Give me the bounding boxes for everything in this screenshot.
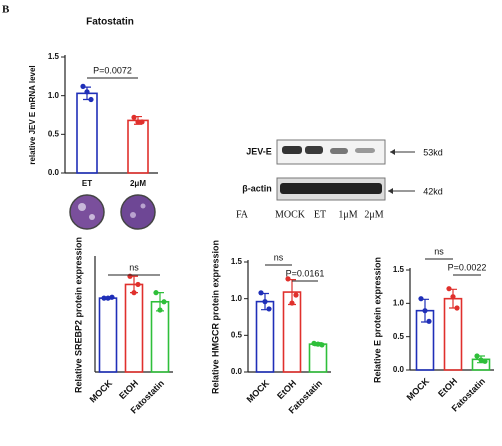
data-point bbox=[446, 286, 452, 292]
blot-lane: MOCK bbox=[275, 209, 306, 220]
data-point bbox=[311, 340, 317, 346]
annotation: P=0.0022 bbox=[448, 262, 487, 272]
x-tick-label: 2μM bbox=[130, 179, 146, 188]
y-tick-label: 1.5 bbox=[393, 265, 405, 274]
data-point bbox=[293, 292, 299, 298]
data-point bbox=[101, 295, 107, 301]
data-point bbox=[474, 353, 480, 359]
data-point bbox=[478, 357, 484, 363]
data-point bbox=[315, 341, 321, 347]
blot-row-label: JEV-E bbox=[246, 146, 272, 156]
data-point bbox=[157, 307, 163, 313]
annotation: ns bbox=[274, 252, 284, 262]
x-tick-label: ET bbox=[82, 179, 92, 188]
x-tick-label: EtOH bbox=[275, 378, 298, 401]
data-point bbox=[319, 342, 325, 348]
data-point bbox=[84, 89, 90, 95]
western-blot bbox=[276, 139, 415, 201]
bar bbox=[98, 297, 118, 373]
y-tick-label: 0.0 bbox=[393, 365, 405, 374]
y-tick-label: 0.5 bbox=[48, 129, 60, 138]
data-point bbox=[161, 299, 167, 305]
bar bbox=[76, 92, 98, 174]
data-point bbox=[131, 290, 137, 296]
y-tick-label: 1.5 bbox=[231, 257, 243, 266]
annotation: P=0.0072 bbox=[93, 65, 132, 75]
blot-size: 42kd bbox=[423, 186, 443, 196]
data-point bbox=[139, 119, 145, 125]
bar bbox=[127, 119, 149, 174]
data-point bbox=[258, 290, 264, 296]
y-tick-label: 1.0 bbox=[231, 294, 243, 303]
y-axis-label: Relative E protein expression bbox=[372, 257, 382, 383]
data-point bbox=[426, 318, 432, 324]
data-point bbox=[266, 306, 272, 312]
data-point bbox=[153, 290, 159, 296]
y-axis-label: Relative SREBP2 protein expression bbox=[73, 237, 83, 393]
data-point bbox=[109, 294, 115, 300]
y-axis-label: relative JEV E mRNA level bbox=[28, 65, 37, 164]
x-tick-label: MOCK bbox=[88, 378, 115, 405]
y-tick-label: 1.0 bbox=[48, 91, 60, 100]
data-point bbox=[80, 83, 86, 89]
blot-lane: 2μM bbox=[364, 209, 383, 220]
x-tick-label: EtOH bbox=[436, 376, 459, 399]
data-point bbox=[135, 119, 141, 125]
data-point bbox=[262, 299, 268, 305]
y-tick-label: 0.0 bbox=[231, 367, 243, 376]
x-tick-label: EtOH bbox=[117, 378, 140, 401]
blot-lane: ET bbox=[314, 209, 326, 220]
data-point bbox=[88, 96, 94, 103]
data-point bbox=[454, 305, 460, 311]
data-point bbox=[105, 295, 111, 301]
y-tick-label: 1.0 bbox=[393, 298, 405, 307]
annotation: P=0.0161 bbox=[286, 268, 325, 278]
data-point bbox=[285, 276, 291, 282]
data-point bbox=[482, 358, 488, 364]
data-point bbox=[450, 294, 456, 300]
data-point bbox=[135, 281, 141, 288]
data-point bbox=[289, 300, 295, 306]
y-axis-label: Relative HMGCR protein expression bbox=[210, 240, 220, 394]
data-point bbox=[127, 273, 133, 279]
annotation: ns bbox=[129, 262, 139, 272]
bar bbox=[255, 300, 275, 373]
bar bbox=[124, 283, 144, 373]
y-tick-label: 0.5 bbox=[393, 332, 405, 341]
data-point bbox=[418, 296, 424, 302]
blot-row-label: β-actin bbox=[242, 183, 272, 193]
plaque-images bbox=[69, 194, 156, 230]
data-point bbox=[422, 308, 428, 314]
data-point bbox=[131, 114, 137, 120]
blot-lane: 1μM bbox=[338, 209, 357, 220]
y-tick-label: 0.0 bbox=[48, 168, 60, 177]
blot-lane-header: FA bbox=[236, 209, 249, 220]
x-tick-label: MOCK bbox=[405, 376, 432, 403]
panel-label: B bbox=[2, 4, 10, 16]
x-tick-label: MOCK bbox=[245, 378, 272, 405]
bar bbox=[308, 343, 328, 373]
blot-size: 53kd bbox=[423, 147, 443, 157]
y-tick-label: 0.5 bbox=[231, 330, 243, 339]
chart-title: Fatostatin bbox=[86, 17, 134, 28]
annotation: ns bbox=[434, 246, 444, 256]
y-tick-label: 1.5 bbox=[48, 52, 60, 61]
